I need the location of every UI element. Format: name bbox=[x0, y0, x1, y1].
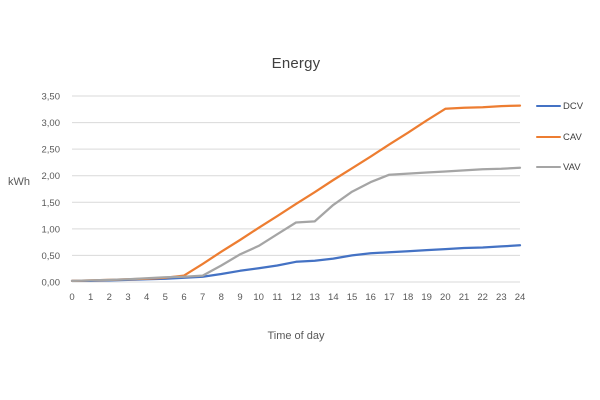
legend-label-dcv: DCV bbox=[563, 100, 584, 112]
svg-text:8: 8 bbox=[219, 292, 224, 303]
svg-text:2,50: 2,50 bbox=[42, 145, 61, 156]
y-axis-tick-labels: 0,00 0,50 1,00 1,50 2,00 2,50 3,00 3,50 bbox=[42, 92, 61, 289]
svg-text:16: 16 bbox=[365, 292, 376, 303]
svg-text:0,00: 0,00 bbox=[42, 278, 61, 289]
svg-text:17: 17 bbox=[384, 292, 395, 303]
legend-item-cav: CAV bbox=[536, 131, 582, 143]
svg-text:19: 19 bbox=[421, 292, 432, 303]
gridlines bbox=[72, 95, 520, 283]
svg-text:7: 7 bbox=[200, 292, 205, 303]
svg-text:1: 1 bbox=[88, 292, 93, 303]
svg-text:18: 18 bbox=[403, 292, 414, 303]
legend-item-dcv: DCV bbox=[536, 100, 583, 112]
vav-line-swatch bbox=[536, 165, 561, 169]
series-line-dcv bbox=[70, 244, 522, 283]
series-line-cav bbox=[70, 104, 522, 283]
svg-text:11: 11 bbox=[272, 292, 282, 303]
svg-text:0: 0 bbox=[69, 292, 74, 303]
legend-item-vav: VAV bbox=[536, 161, 581, 173]
svg-text:24: 24 bbox=[515, 292, 526, 303]
svg-text:20: 20 bbox=[440, 292, 451, 303]
y-axis-title: kWh bbox=[8, 176, 30, 188]
svg-text:3,00: 3,00 bbox=[42, 118, 61, 129]
x-axis-tick-labels: 0 1 2 3 4 5 6 7 8 9 10 11 12 13 14 15 16 17 18 19 20 21 22 23 24 bbox=[69, 292, 525, 303]
svg-text:15: 15 bbox=[347, 292, 358, 303]
svg-text:6: 6 bbox=[181, 292, 186, 303]
legend-label-cav: CAV bbox=[563, 131, 582, 143]
chart-title: Energy bbox=[271, 55, 321, 72]
series-line-vav bbox=[70, 166, 522, 283]
svg-text:21: 21 bbox=[459, 292, 470, 303]
svg-text:5: 5 bbox=[163, 292, 168, 303]
dcv-line-swatch bbox=[536, 104, 561, 108]
svg-text:1,50: 1,50 bbox=[42, 198, 61, 209]
legend-label-vav: VAV bbox=[563, 161, 581, 173]
svg-text:1,00: 1,00 bbox=[42, 224, 61, 235]
svg-text:13: 13 bbox=[309, 292, 320, 303]
svg-text:9: 9 bbox=[237, 292, 242, 303]
svg-text:3: 3 bbox=[125, 292, 130, 303]
svg-text:23: 23 bbox=[496, 292, 507, 303]
x-axis-title: Time of day bbox=[267, 330, 325, 342]
svg-text:10: 10 bbox=[253, 292, 264, 303]
svg-text:2: 2 bbox=[107, 292, 112, 303]
svg-text:12: 12 bbox=[291, 292, 302, 303]
svg-text:22: 22 bbox=[477, 292, 488, 303]
svg-text:4: 4 bbox=[144, 292, 149, 303]
svg-text:0,50: 0,50 bbox=[42, 251, 61, 262]
cav-line-swatch bbox=[536, 135, 561, 139]
svg-text:3,50: 3,50 bbox=[42, 92, 61, 103]
svg-text:14: 14 bbox=[328, 292, 339, 303]
svg-text:2,00: 2,00 bbox=[42, 171, 61, 182]
